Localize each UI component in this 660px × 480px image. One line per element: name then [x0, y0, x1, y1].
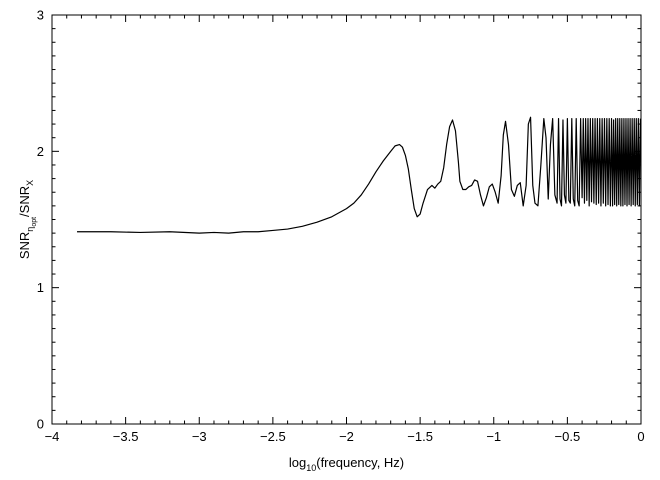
y-axis-label-subsub: opt — [31, 217, 38, 227]
x-axis-label-sub: 10 — [306, 463, 316, 473]
x-axis-ticks: −4 −3.5 −3 −2.5 −2 −1.5 −1 −0.5 0 — [45, 15, 645, 444]
x-tick-label: −0.5 — [555, 429, 581, 444]
x-tick-label: −3.5 — [113, 429, 139, 444]
y-axis-label-sub1: η — [25, 227, 35, 232]
x-tick-label: −4 — [45, 429, 60, 444]
x-tick-label: −2 — [339, 429, 354, 444]
y-axis-label-mid: /SNR — [17, 186, 32, 217]
y-axis-ticks: 0 1 2 3 — [37, 8, 641, 432]
x-tick-label: −1 — [486, 429, 501, 444]
x-axis-label: log10(frequency, Hz) — [289, 455, 404, 473]
y-tick-label: 3 — [37, 8, 44, 23]
y-axis-label-pre: SNR — [17, 232, 32, 259]
x-tick-label: 0 — [637, 429, 644, 444]
plot-frame — [51, 14, 642, 425]
y-tick-label: 2 — [37, 144, 44, 159]
y-tick-label: 1 — [37, 280, 44, 295]
x-axis-label-pre: log — [289, 455, 306, 470]
series-line — [77, 116, 642, 234]
x-tick-label: −3 — [192, 429, 207, 444]
x-tick-label: −2.5 — [260, 429, 286, 444]
y-axis-label-sub2: X — [25, 180, 35, 186]
x-tick-label: −1.5 — [407, 429, 433, 444]
x-axis-label-post: (frequency, Hz) — [316, 455, 404, 470]
series-group — [77, 116, 642, 234]
y-axis-label: SNRηopt/SNRX — [17, 180, 38, 259]
y-tick-label: 0 — [37, 417, 44, 432]
